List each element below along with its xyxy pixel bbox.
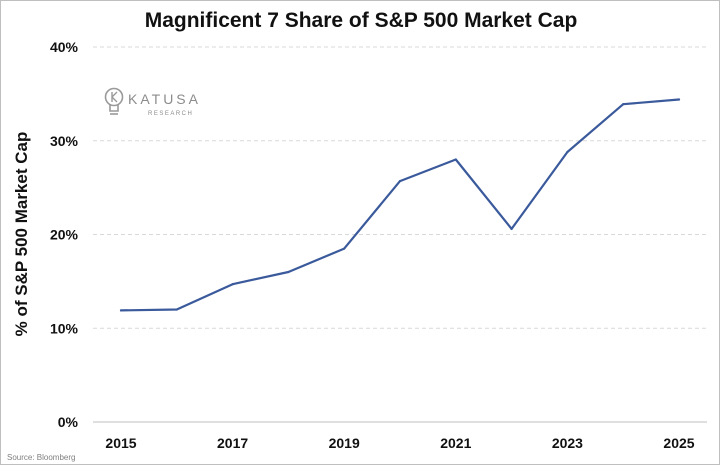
- data-point: [175, 308, 178, 311]
- data-point: [119, 309, 123, 312]
- chart-title: Magnificent 7 Share of S&P 500 Market Ca…: [144, 9, 578, 32]
- data-point: [677, 98, 681, 101]
- y-tick-label: 10%: [50, 320, 79, 336]
- y-tick-label: 20%: [50, 227, 79, 243]
- lightbulb-icon: [104, 87, 124, 115]
- data-point: [398, 179, 402, 183]
- data-point: [343, 247, 346, 250]
- y-tick-label: 40%: [50, 39, 79, 55]
- katusa-logo: KATUSA RESEARCH: [104, 87, 201, 117]
- x-tick-label: 2017: [217, 435, 248, 451]
- data-point: [231, 283, 234, 286]
- series-line: [119, 98, 681, 312]
- data-point: [566, 150, 569, 154]
- y-tick-label: 0%: [58, 414, 79, 430]
- x-tick-label: 2019: [329, 435, 360, 451]
- source-note: Source: Bloomberg: [7, 453, 76, 462]
- data-point: [622, 103, 625, 106]
- data-point: [287, 270, 290, 274]
- x-tick-label: 2021: [440, 435, 471, 451]
- x-tick-label: 2023: [552, 435, 583, 451]
- data-point: [510, 227, 513, 230]
- y-tick-label: 30%: [50, 133, 79, 149]
- data-point: [454, 158, 457, 161]
- x-tick-label: 2025: [663, 435, 694, 451]
- logo-subtitle: RESEARCH: [148, 111, 193, 117]
- x-tick-label: 2015: [105, 435, 136, 451]
- logo-name: KATUSA: [128, 91, 201, 107]
